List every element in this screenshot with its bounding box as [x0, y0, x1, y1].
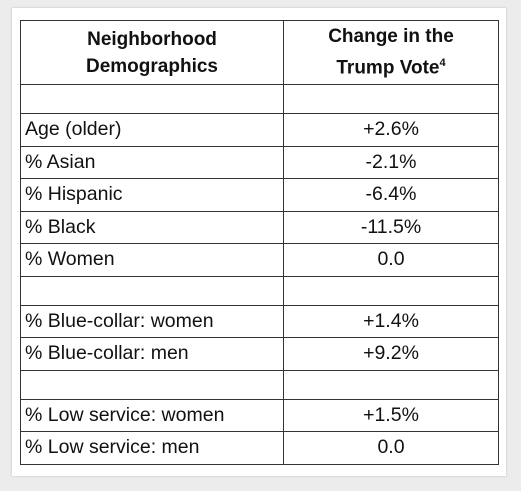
value-cell: -6.4% — [283, 178, 499, 212]
data-row: % Black -11.5% — [20, 210, 499, 244]
value-cell: +2.6% — [283, 113, 499, 147]
label-cell: % Blue-collar: men — [20, 337, 284, 371]
label-cell: % Women — [20, 243, 284, 277]
label-cell: % Black — [20, 210, 284, 244]
value-cell: -2.1% — [283, 145, 499, 179]
data-row: % Blue-collar: men +9.2% — [20, 337, 499, 371]
table: Neighborhood Demographics Change in the … — [20, 20, 499, 465]
header-cell: Change in the Trump Vote4 — [283, 20, 499, 85]
spacer-cell — [20, 275, 284, 306]
spacer-cell — [283, 369, 499, 400]
panel: Neighborhood Demographics Change in the … — [12, 8, 506, 476]
label-cell: % Low service: women — [20, 398, 284, 432]
spacer-cell — [283, 84, 499, 114]
label-cell: % Low service: men — [20, 431, 284, 465]
header-cell: Neighborhood Demographics — [20, 20, 284, 85]
value-cell: -11.5% — [283, 210, 499, 244]
header-text-wrap: Change in the Trump Vote4 — [311, 23, 471, 81]
spacer-row — [20, 84, 499, 114]
label-cell: Age (older) — [20, 113, 284, 147]
data-row: % Asian -2.1% — [20, 145, 499, 179]
header-row: Neighborhood Demographics Change in the … — [20, 20, 499, 85]
spacer-cell — [20, 84, 284, 114]
value-cell: +1.5% — [283, 398, 499, 432]
data-row: Age (older) +2.6% — [20, 113, 499, 147]
label-cell: % Asian — [20, 145, 284, 179]
spacer-cell — [283, 275, 499, 306]
spacer-cell — [20, 369, 284, 400]
value-cell: +9.2% — [283, 337, 499, 371]
data-row: % Women 0.0 — [20, 243, 499, 277]
label-cell: % Blue-collar: women — [20, 304, 284, 338]
footnote-mark: 4 — [439, 57, 446, 70]
data-row: % Hispanic -6.4% — [20, 178, 499, 212]
data-row: % Low service: women +1.5% — [20, 398, 499, 432]
value-cell: 0.0 — [283, 243, 499, 277]
header-text: Change in the Trump Vote — [328, 26, 454, 79]
spacer-row — [20, 369, 499, 400]
data-row: % Low service: men 0.0 — [20, 431, 499, 465]
spacer-row — [20, 275, 499, 306]
data-row: % Blue-collar: women +1.4% — [20, 304, 499, 338]
value-cell: +1.4% — [283, 304, 499, 338]
value-cell: 0.0 — [283, 431, 499, 465]
header-text: Neighborhood Demographics — [86, 28, 218, 77]
label-cell: % Hispanic — [20, 178, 284, 212]
